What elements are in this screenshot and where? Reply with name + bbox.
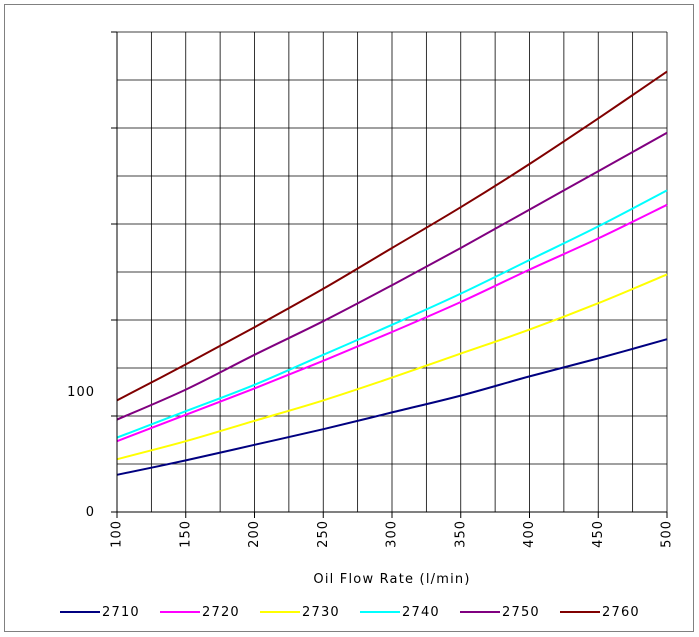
x-tick-label: 300 [385, 520, 400, 548]
x-tick-label: 250 [316, 520, 331, 548]
y-tick-label: 0 [86, 505, 95, 520]
x-tick-label: 400 [522, 520, 537, 548]
x-tick-label: 150 [178, 520, 193, 548]
series-line-2720 [116, 203, 668, 443]
x-tick-label: 100 [110, 520, 125, 548]
legend-label-2730: 2730 [302, 605, 340, 620]
series-line-2710 [116, 338, 668, 476]
chart-svg: 100 150 200 250 300 350 400 450 500 0 100 Oil Flow… [60, 31, 675, 620]
grid [116, 31, 668, 513]
legend-label-2760: 2760 [602, 605, 640, 620]
x-tick-label: 350 [453, 520, 468, 548]
tick-labels: 100 150 200 250 300 350 400 450 500 0 100 [67, 385, 674, 548]
axes [111, 31, 668, 518]
series-line-2760 [116, 70, 668, 402]
legend: 2710 2720 2730 2740 2750 2760 [60, 605, 640, 620]
legend-label-2740: 2740 [402, 605, 440, 620]
x-tick-label: 200 [247, 520, 262, 548]
series-line-2730 [116, 273, 668, 461]
series-lines [116, 70, 668, 476]
y-tick-label: 100 [67, 385, 95, 400]
x-tick-label: 500 [660, 520, 675, 548]
x-tick-label: 450 [591, 520, 606, 548]
legend-label-2710: 2710 [102, 605, 140, 620]
series-line-2750 [116, 131, 668, 421]
x-axis-title: Oil Flow Rate (l/min) [313, 572, 470, 587]
series-line-2740 [116, 189, 668, 439]
legend-label-2750: 2750 [502, 605, 540, 620]
legend-label-2720: 2720 [202, 605, 240, 620]
chart-frame: 100 150 200 250 300 350 400 450 500 0 100 Oil Flow… [4, 4, 694, 632]
